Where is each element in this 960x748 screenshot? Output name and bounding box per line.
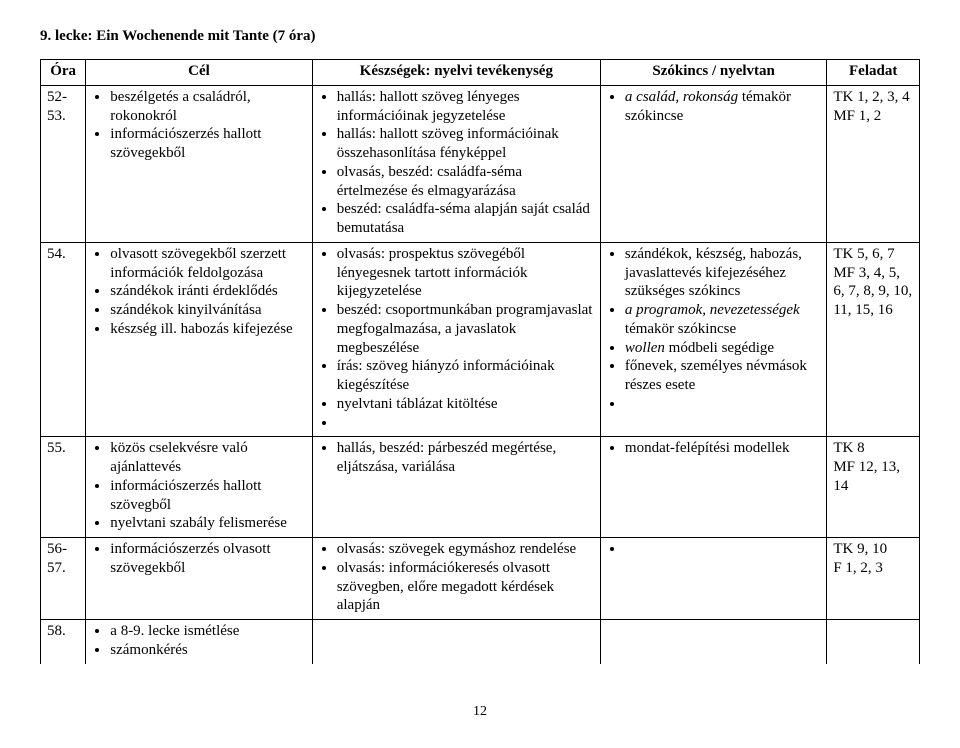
header-cel: Cél [86, 60, 312, 86]
fel-line: MF 12, 13, 14 [833, 458, 913, 496]
header-kesz: Készségek: nyelvi tevékenység [312, 60, 600, 86]
fel-line: TK 5, 6, 7 [833, 245, 913, 264]
kesz-item: beszéd: családfa-séma alapján saját csal… [337, 200, 594, 238]
cel-item: szándékok kinyilvánítása [110, 301, 305, 320]
cell-szo: a család, rokonság témakör szókincse [600, 85, 826, 242]
cell-fel [827, 620, 920, 664]
cell-cel: beszélgetés a családról, rokonokrólinfor… [86, 85, 312, 242]
fel-line: MF 1, 2 [833, 107, 913, 126]
cel-item: információszerzés olvasott szövegekből [110, 540, 305, 578]
kesz-item: olvasás: információkeresés olvasott szöv… [337, 559, 594, 615]
cell-kesz [312, 620, 600, 664]
kesz-item: olvasás: prospektus szövegéből lényegesn… [337, 245, 594, 301]
header-fel: Feladat [827, 60, 920, 86]
kesz-item: beszéd: csoportmunkában programjavaslat … [337, 301, 594, 357]
szo-item: főnevek, személyes névmások részes esete [625, 357, 820, 395]
cell-kesz: hallás, beszéd: párbeszéd megértése, elj… [312, 437, 600, 538]
cell-szo [600, 620, 826, 664]
cel-list: információszerzés olvasott szövegekből [92, 540, 305, 578]
cell-ora: 52-53. [41, 85, 86, 242]
szo-item: szándékok, készség, habozás, javaslattev… [625, 245, 820, 301]
fel-line: MF 3, 4, 5, 6, 7, 8, 9, 10, 11, 15, 16 [833, 264, 913, 320]
cell-cel: közös cselekvésre való ajánlattevésinfor… [86, 437, 312, 538]
kesz-item: hallás: hallott szöveg információinak ös… [337, 125, 594, 163]
cell-kesz: olvasás: prospektus szövegéből lényegesn… [312, 242, 600, 437]
fel: TK 5, 6, 7MF 3, 4, 5, 6, 7, 8, 9, 10, 11… [833, 245, 913, 320]
fel: TK 1, 2, 3, 4MF 1, 2 [833, 88, 913, 126]
cell-cel: a 8-9. lecke ismétléseszámonkérés [86, 620, 312, 664]
page-number: 12 [40, 704, 920, 720]
cel-item: készség ill. habozás kifejezése [110, 320, 305, 339]
szo-item: mondat-felépítési modellek [625, 439, 820, 458]
kesz-item: olvasás, beszéd: családfa-séma értelmezé… [337, 163, 594, 201]
szo-list: mondat-felépítési modellek [607, 439, 820, 458]
cell-fel: TK 1, 2, 3, 4MF 1, 2 [827, 85, 920, 242]
cell-szo: szándékok, készség, habozás, javaslattev… [600, 242, 826, 437]
szo-list: a család, rokonság témakör szókincse [607, 88, 820, 126]
kesz-item [337, 414, 594, 433]
cel-item: beszélgetés a családról, rokonokról [110, 88, 305, 126]
cell-fel: TK 5, 6, 7MF 3, 4, 5, 6, 7, 8, 9, 10, 11… [827, 242, 920, 437]
cell-cel: olvasott szövegekből szerzett információ… [86, 242, 312, 437]
header-szo: Szókincs / nyelvtan [600, 60, 826, 86]
lesson-title: 9. lecke: Ein Wochenende mit Tante (7 ór… [40, 28, 920, 45]
szo-item: wollen módbeli segédige [625, 339, 820, 358]
cel-list: olvasott szövegekből szerzett információ… [92, 245, 305, 339]
table-header-row: Óra Cél Készségek: nyelvi tevékenység Sz… [41, 60, 920, 86]
table-row: 55.közös cselekvésre való ajánlattevésin… [41, 437, 920, 538]
lesson-table: Óra Cél Készségek: nyelvi tevékenység Sz… [40, 59, 920, 664]
table-row: 58.a 8-9. lecke ismétléseszámonkérés [41, 620, 920, 664]
cell-cel: információszerzés olvasott szövegekből [86, 538, 312, 620]
cel-item: szándékok iránti érdeklődés [110, 282, 305, 301]
szo-item [625, 395, 820, 414]
szo-list: szándékok, készség, habozás, javaslattev… [607, 245, 820, 414]
cell-ora: 56-57. [41, 538, 86, 620]
cel-item: a 8-9. lecke ismétlése [110, 622, 305, 641]
fel: TK 9, 10F 1, 2, 3 [833, 540, 913, 578]
kesz-item: írás: szöveg hiányzó információinak kieg… [337, 357, 594, 395]
cel-item: információszerzés hallott szövegekből [110, 125, 305, 163]
kesz-item: nyelvtani táblázat kitöltése [337, 395, 594, 414]
szo-item: a család, rokonság témakör szókincse [625, 88, 820, 126]
cell-fel: TK 8MF 12, 13, 14 [827, 437, 920, 538]
cel-item: számonkérés [110, 641, 305, 660]
cell-szo [600, 538, 826, 620]
fel-line: F 1, 2, 3 [833, 559, 913, 578]
fel-line: TK 8 [833, 439, 913, 458]
cell-kesz: olvasás: szövegek egymáshoz rendeléseolv… [312, 538, 600, 620]
cell-szo: mondat-felépítési modellek [600, 437, 826, 538]
fel-line: TK 1, 2, 3, 4 [833, 88, 913, 107]
cel-list: beszélgetés a családról, rokonokrólinfor… [92, 88, 305, 163]
cel-list: közös cselekvésre való ajánlattevésinfor… [92, 439, 305, 533]
fel: TK 8MF 12, 13, 14 [833, 439, 913, 495]
header-ora: Óra [41, 60, 86, 86]
table-row: 52-53.beszélgetés a családról, rokonokró… [41, 85, 920, 242]
kesz-item: olvasás: szövegek egymáshoz rendelése [337, 540, 594, 559]
cel-item: nyelvtani szabály felismerése [110, 514, 305, 533]
szo-item: a programok, nevezetességek témakör szók… [625, 301, 820, 339]
kesz-item: hallás: hallott szöveg lényeges informác… [337, 88, 594, 126]
cel-item: információszerzés hallott szövegből [110, 477, 305, 515]
cell-kesz: hallás: hallott szöveg lényeges informác… [312, 85, 600, 242]
cel-item: olvasott szövegekből szerzett információ… [110, 245, 305, 283]
table-row: 54. olvasott szövegekből szerzett informá… [41, 242, 920, 437]
kesz-list: olvasás: prospektus szövegéből lényegesn… [319, 245, 594, 433]
cell-fel: TK 9, 10F 1, 2, 3 [827, 538, 920, 620]
fel-line: TK 9, 10 [833, 540, 913, 559]
table-row: 56-57. információszerzés olvasott szövege… [41, 538, 920, 620]
cell-ora: 55. [41, 437, 86, 538]
szo-list [607, 540, 820, 559]
cell-ora: 58. [41, 620, 86, 664]
kesz-list: hallás, beszéd: párbeszéd megértése, elj… [319, 439, 594, 477]
kesz-item: hallás, beszéd: párbeszéd megértése, elj… [337, 439, 594, 477]
cel-list: a 8-9. lecke ismétléseszámonkérés [92, 622, 305, 660]
kesz-list: olvasás: szövegek egymáshoz rendeléseolv… [319, 540, 594, 615]
kesz-list: hallás: hallott szöveg lényeges informác… [319, 88, 594, 238]
cell-ora: 54. [41, 242, 86, 437]
szo-item [625, 540, 820, 559]
cel-item: közös cselekvésre való ajánlattevés [110, 439, 305, 477]
